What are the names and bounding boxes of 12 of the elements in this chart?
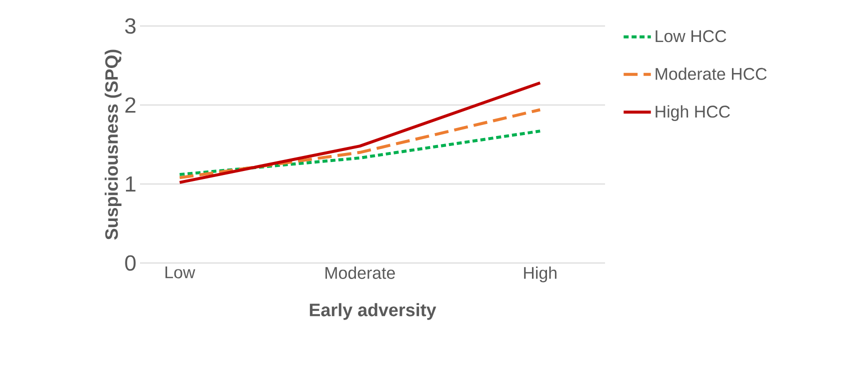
x-axis-title: Early adversity — [310, 303, 436, 320]
y-axis-title: Suspiciousness (SPQ) — [104, 50, 122, 240]
y-tick-label: 1 — [126, 176, 136, 192]
x-tick-label: High — [524, 266, 556, 282]
x-tick-label: Moderate — [326, 266, 395, 279]
x-tick-label: Low — [166, 266, 196, 278]
y-tick-label: 3 — [125, 18, 136, 34]
y-tick-label: 2 — [125, 97, 136, 113]
legend-label: Low HCC — [656, 30, 726, 42]
y-tick-label: 0 — [125, 255, 136, 271]
legend-label: High HCC — [656, 105, 730, 122]
legend-label: Moderate HCC — [656, 67, 767, 80]
